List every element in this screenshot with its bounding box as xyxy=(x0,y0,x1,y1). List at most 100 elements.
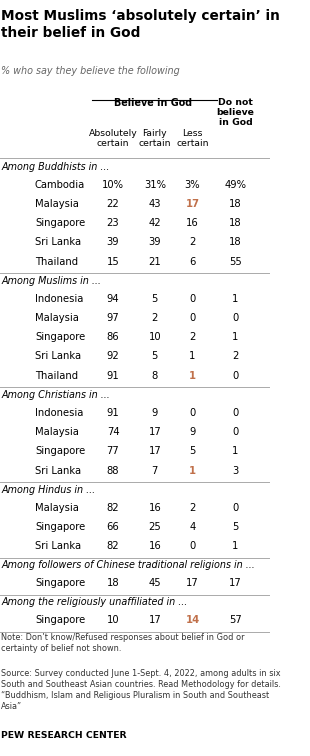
Text: 0: 0 xyxy=(189,313,196,323)
Text: 0: 0 xyxy=(232,407,239,418)
Text: 0: 0 xyxy=(189,407,196,418)
Text: 55: 55 xyxy=(229,256,242,267)
Text: 17: 17 xyxy=(148,427,161,437)
Text: 5: 5 xyxy=(232,522,239,532)
Text: 17: 17 xyxy=(185,199,199,209)
Text: 5: 5 xyxy=(152,293,158,304)
Text: Malaysia: Malaysia xyxy=(35,427,79,437)
Text: Singapore: Singapore xyxy=(35,522,85,532)
Text: 66: 66 xyxy=(107,522,119,532)
Text: 21: 21 xyxy=(148,256,161,267)
Text: 1: 1 xyxy=(232,541,239,551)
Text: 31%: 31% xyxy=(144,179,166,190)
Text: 9: 9 xyxy=(189,427,196,437)
Text: Sri Lanka: Sri Lanka xyxy=(35,541,81,551)
Text: Among Christians in ...: Among Christians in ... xyxy=(1,390,110,400)
Text: Among Muslims in ...: Among Muslims in ... xyxy=(1,276,101,286)
Text: 2: 2 xyxy=(189,503,196,513)
Text: Indonesia: Indonesia xyxy=(35,407,83,418)
Text: 57: 57 xyxy=(229,615,242,625)
Text: Sri Lanka: Sri Lanka xyxy=(35,352,81,361)
Text: 23: 23 xyxy=(107,218,119,228)
Text: 10: 10 xyxy=(148,332,161,342)
Text: 17: 17 xyxy=(148,615,161,625)
Text: 8: 8 xyxy=(152,370,158,381)
Text: Absolutely
certain: Absolutely certain xyxy=(89,129,137,147)
Text: 3: 3 xyxy=(232,466,239,476)
Text: 97: 97 xyxy=(107,313,119,323)
Text: 2: 2 xyxy=(232,352,239,361)
Text: 2: 2 xyxy=(189,237,196,247)
Text: 1: 1 xyxy=(232,446,239,457)
Text: 1: 1 xyxy=(232,293,239,304)
Text: Thailand: Thailand xyxy=(35,370,78,381)
Text: 0: 0 xyxy=(189,541,196,551)
Text: Singapore: Singapore xyxy=(35,578,85,588)
Text: 18: 18 xyxy=(229,237,242,247)
Text: 86: 86 xyxy=(107,332,119,342)
Text: Singapore: Singapore xyxy=(35,615,85,625)
Text: 17: 17 xyxy=(229,578,242,588)
Text: 5: 5 xyxy=(152,352,158,361)
Text: 74: 74 xyxy=(107,427,119,437)
Text: Malaysia: Malaysia xyxy=(35,199,79,209)
Text: Less
certain: Less certain xyxy=(176,129,209,147)
Text: Indonesia: Indonesia xyxy=(35,293,83,304)
Text: 1: 1 xyxy=(189,352,196,361)
Text: Thailand: Thailand xyxy=(35,256,78,267)
Text: 10%: 10% xyxy=(102,179,124,190)
Text: 14: 14 xyxy=(185,615,200,625)
Text: 6: 6 xyxy=(189,256,196,267)
Text: 0: 0 xyxy=(232,370,239,381)
Text: 18: 18 xyxy=(229,218,242,228)
Text: 88: 88 xyxy=(107,466,119,476)
Text: Among Hindus in ...: Among Hindus in ... xyxy=(1,485,95,495)
Text: Singapore: Singapore xyxy=(35,332,85,342)
Text: 0: 0 xyxy=(232,313,239,323)
Text: Do not
believe
in God: Do not believe in God xyxy=(217,98,255,127)
Text: 16: 16 xyxy=(148,541,161,551)
Text: Most Muslims ‘absolutely certain’ in
their belief in God: Most Muslims ‘absolutely certain’ in the… xyxy=(1,9,280,40)
Text: 25: 25 xyxy=(148,522,161,532)
Text: Fairly
certain: Fairly certain xyxy=(139,129,171,147)
Text: 82: 82 xyxy=(107,541,119,551)
Text: 4: 4 xyxy=(189,522,196,532)
Text: 7: 7 xyxy=(152,466,158,476)
Text: 2: 2 xyxy=(152,313,158,323)
Text: 16: 16 xyxy=(148,503,161,513)
Text: Among followers of Chinese traditional religions in ...: Among followers of Chinese traditional r… xyxy=(1,560,255,571)
Text: 45: 45 xyxy=(148,578,161,588)
Text: Among the religiously unaffiliated in ...: Among the religiously unaffiliated in ..… xyxy=(1,597,188,608)
Text: Sri Lanka: Sri Lanka xyxy=(35,466,81,476)
Text: 1: 1 xyxy=(189,370,196,381)
Text: 43: 43 xyxy=(148,199,161,209)
Text: 49%: 49% xyxy=(224,179,246,190)
Text: 77: 77 xyxy=(107,446,119,457)
Text: 39: 39 xyxy=(148,237,161,247)
Text: Believe in God: Believe in God xyxy=(114,98,192,108)
Text: 92: 92 xyxy=(107,352,119,361)
Text: 1: 1 xyxy=(189,466,196,476)
Text: 2: 2 xyxy=(189,332,196,342)
Text: Among Buddhists in ...: Among Buddhists in ... xyxy=(1,162,110,172)
Text: PEW RESEARCH CENTER: PEW RESEARCH CENTER xyxy=(1,731,127,740)
Text: Malaysia: Malaysia xyxy=(35,313,79,323)
Text: 5: 5 xyxy=(189,446,196,457)
Text: Singapore: Singapore xyxy=(35,218,85,228)
Text: 91: 91 xyxy=(107,370,119,381)
Text: 39: 39 xyxy=(107,237,119,247)
Text: 16: 16 xyxy=(186,218,199,228)
Text: Cambodia: Cambodia xyxy=(35,179,85,190)
Text: 82: 82 xyxy=(107,503,119,513)
Text: 91: 91 xyxy=(107,407,119,418)
Text: 0: 0 xyxy=(232,427,239,437)
Text: 17: 17 xyxy=(148,446,161,457)
Text: 18: 18 xyxy=(107,578,119,588)
Text: % who say they believe the following: % who say they believe the following xyxy=(1,66,180,76)
Text: 10: 10 xyxy=(107,615,119,625)
Text: Note: Don’t know/Refused responses about belief in God or
certainty of belief no: Note: Don’t know/Refused responses about… xyxy=(1,633,245,652)
Text: 1: 1 xyxy=(232,332,239,342)
Text: 3%: 3% xyxy=(185,179,200,190)
Text: Sri Lanka: Sri Lanka xyxy=(35,237,81,247)
Text: 22: 22 xyxy=(107,199,119,209)
